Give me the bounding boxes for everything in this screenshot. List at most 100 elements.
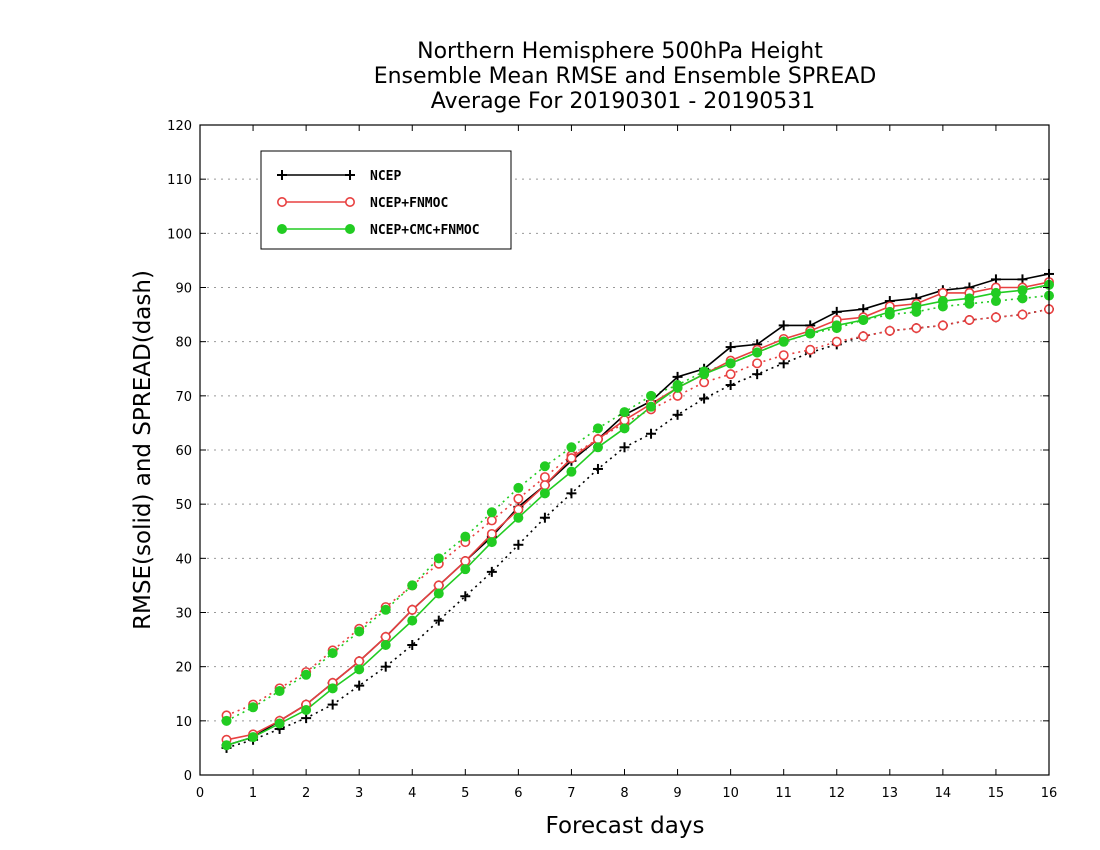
- series-ncep-fnmoc-rmse-point-14: [592, 434, 603, 445]
- legend-label-ncep-fnmoc: NCEP+FNMOC: [370, 196, 448, 211]
- x-tick-label-16: 16: [1041, 786, 1058, 801]
- series-ncep-cmc-fnmoc-spread-point-13: [566, 442, 577, 453]
- series-ncep-cmc-fnmoc-spread-point-12: [539, 461, 550, 472]
- legend-box: [260, 150, 512, 250]
- chart-title-line-1: Northern Hemisphere 500hPa Height: [417, 39, 823, 64]
- series-ncep-cmc-fnmoc-rmse-point-23: [831, 320, 842, 331]
- series-ncep-fnmoc-rmse-point-6: [380, 631, 391, 642]
- series-ncep-spread-point-6: [380, 661, 391, 672]
- y-tick-label-100: 100: [167, 227, 192, 242]
- x-tick-label-7: 7: [567, 786, 575, 801]
- series-ncep-fnmoc-spread-line: [226, 308, 1050, 717]
- series-ncep-cmc-fnmoc-rmse-point-13: [566, 466, 577, 477]
- x-tick-label-5: 5: [461, 786, 469, 801]
- series-ncep-fnmoc-spread-point-20: [752, 358, 763, 369]
- series-ncep-spread-point-18: [699, 393, 710, 404]
- series-ncep-fnmoc-spread-point-27: [937, 320, 948, 331]
- series-ncep-cmc-fnmoc-rmse-point-10: [486, 537, 497, 548]
- series-ncep-cmc-fnmoc-spread-point-15: [619, 407, 630, 418]
- series-ncep-spread-point-9: [460, 591, 471, 602]
- series-ncep-fnmoc-rmse-point-27: [937, 287, 948, 298]
- legend-marker-right-ncep-cmc-fnmoc: [345, 224, 355, 234]
- series-ncep-cmc-fnmoc-spread-point-4: [327, 648, 338, 659]
- series-ncep-spread-point-13: [566, 488, 577, 499]
- series-ncep-spread-point-15: [619, 442, 630, 453]
- series-ncep-cmc-fnmoc-rmse-point-17: [672, 382, 683, 393]
- x-tick-label-2: 2: [302, 786, 310, 801]
- series-ncep-spread-point-17: [672, 409, 683, 420]
- x-tick-label-9: 9: [673, 786, 681, 801]
- x-tick-label-6: 6: [514, 786, 522, 801]
- legend-marker-left-ncep-fnmoc: [276, 197, 287, 208]
- chart-title-line-2: Ensemble Mean RMSE and Ensemble SPREAD: [374, 64, 877, 89]
- series-ncep-cmc-fnmoc-spread-point-6: [380, 604, 391, 615]
- x-tick-label-14: 14: [935, 786, 952, 801]
- series-ncep-cmc-fnmoc-spread-line: [226, 294, 1050, 722]
- series-ncep-cmc-fnmoc-rmse-point-29: [990, 287, 1001, 298]
- series-ncep-fnmoc-spread-point-11: [513, 493, 524, 504]
- series-ncep-spread-point-14: [592, 463, 603, 474]
- y-tick-label-50: 50: [175, 498, 192, 513]
- series-ncep-cmc-fnmoc-rmse-point-19: [725, 358, 736, 369]
- y-tick-label-110: 110: [167, 173, 192, 188]
- series-ncep-spread-point-16: [646, 428, 657, 439]
- series-ncep-fnmoc-spread-point-21: [778, 350, 789, 361]
- series-ncep-spread-point-8: [433, 615, 444, 626]
- series-ncep-cmc-fnmoc-rmse-point-26: [911, 301, 922, 312]
- series-ncep-cmc-fnmoc-rmse-point-8: [433, 588, 444, 599]
- series-ncep-spread-point-20: [752, 369, 763, 380]
- x-tick-label-11: 11: [775, 786, 792, 801]
- x-tick-label-3: 3: [355, 786, 363, 801]
- series-ncep-cmc-fnmoc-rmse-point-20: [752, 347, 763, 358]
- x-tick-label-4: 4: [408, 786, 416, 801]
- legend-marker-right-ncep-fnmoc: [344, 197, 355, 208]
- series-ncep-fnmoc-spread-point-24: [858, 331, 869, 342]
- series-ncep-spread-point-11: [513, 539, 524, 550]
- series-ncep-cmc-fnmoc-rmse-point-12: [539, 488, 550, 499]
- x-tick-label-8: 8: [620, 786, 628, 801]
- series-ncep-fnmoc-spread-point-22: [805, 344, 816, 355]
- y-axis-label: RMSE(solid) and SPREAD(dash): [130, 270, 156, 630]
- series-ncep-fnmoc-spread-point-18: [699, 377, 710, 388]
- series-ncep-spread-point-4: [327, 699, 338, 710]
- series-ncep-fnmoc-rmse-point-12: [539, 480, 550, 491]
- series-ncep-spread-point-5: [354, 680, 365, 691]
- series-ncep-rmse-line: [226, 273, 1050, 746]
- series-ncep-cmc-fnmoc-spread-point-11: [513, 482, 524, 493]
- series-ncep-cmc-fnmoc-rmse-line: [226, 284, 1050, 746]
- y-tick-label-0: 0: [184, 769, 192, 784]
- series-ncep-cmc-fnmoc-rmse-point-9: [460, 564, 471, 575]
- series-ncep-fnmoc-rmse-line: [226, 281, 1050, 741]
- series-ncep-cmc-fnmoc-rmse-point-30: [1017, 285, 1028, 296]
- series-ncep-spread-point-7: [407, 640, 418, 650]
- series-ncep-spread-point-12: [539, 512, 550, 523]
- series-ncep-fnmoc-spread-point-26: [911, 323, 922, 334]
- series-ncep-fnmoc-rmse-point-7: [407, 604, 418, 615]
- series-ncep-cmc-fnmoc-spread-point-5: [354, 626, 365, 637]
- series-ncep-rmse-point-19: [725, 342, 736, 353]
- y-tick-label-80: 80: [175, 336, 192, 351]
- legend-label-ncep: NCEP: [370, 169, 401, 184]
- series-ncep-cmc-fnmoc-rmse-point-25: [884, 306, 895, 317]
- y-tick-label-40: 40: [175, 552, 192, 567]
- series-ncep-fnmoc-rmse-point-11: [513, 504, 524, 515]
- series-ncep-cmc-fnmoc-rmse-point-18: [699, 369, 710, 380]
- series-ncep-cmc-fnmoc-spread-point-14: [592, 423, 603, 434]
- series-ncep-cmc-fnmoc-spread-point-7: [407, 580, 418, 591]
- series-ncep-cmc-fnmoc-rmse-point-15: [619, 423, 630, 434]
- series-ncep-fnmoc-rmse-point-15: [619, 415, 630, 426]
- series-ncep-cmc-fnmoc-rmse-point-27: [937, 296, 948, 307]
- y-tick-label-30: 30: [175, 607, 192, 622]
- legend: NCEP NCEP+FNMOC NCEP+CMC+FNMOC: [260, 150, 512, 250]
- x-tick-label-15: 15: [988, 786, 1005, 801]
- series-ncep-fnmoc-spread-point-30: [1017, 309, 1028, 320]
- series-ncep-fnmoc-spread-point-19: [725, 369, 736, 380]
- axes: [199, 124, 1050, 776]
- y-tick-label-60: 60: [175, 444, 192, 459]
- x-tick-label-13: 13: [882, 786, 899, 801]
- series-ncep-cmc-fnmoc-rmse-point-14: [592, 442, 603, 453]
- series-ncep-spread-point-10: [486, 566, 497, 577]
- series-ncep-fnmoc-spread-point-29: [990, 312, 1001, 323]
- series-ncep-rmse-point-21: [778, 320, 789, 331]
